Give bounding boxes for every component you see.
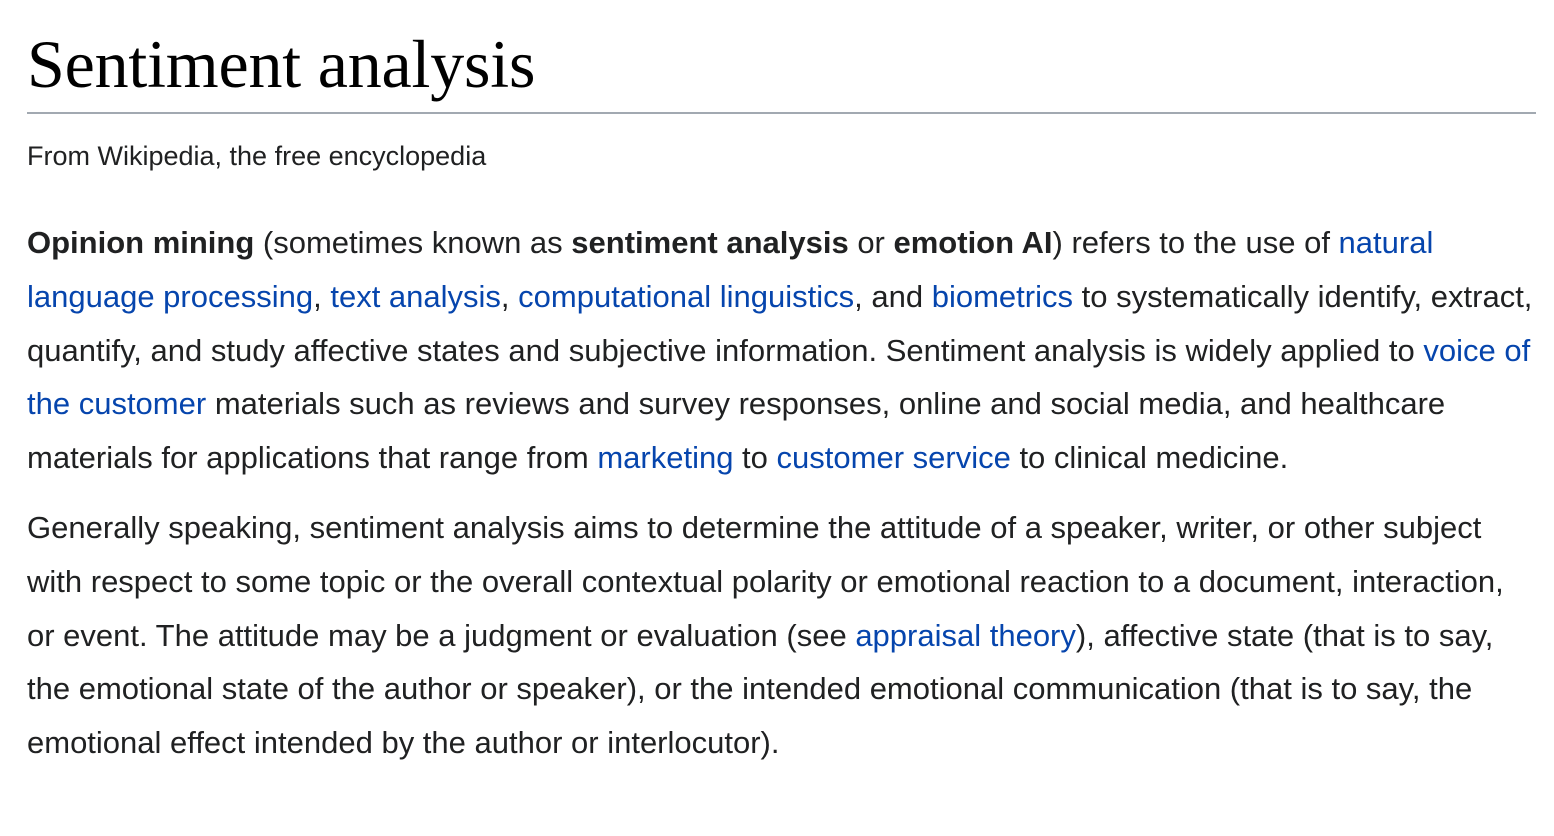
paragraph-text: to systematically identify, extract, qua… (27, 278, 1533, 368)
article-content: Sentiment analysis From Wikipedia, the f… (27, 0, 1536, 770)
paragraph-text: materials such as reviews and survey res… (27, 386, 1446, 476)
second-paragraph: Generally speaking, sentiment analysis a… (27, 501, 1536, 770)
bold-term-opinion-mining: Opinion mining (27, 225, 255, 260)
paragraph-text: to clinical medicine. (1010, 440, 1289, 476)
intro-paragraph: Opinion mining (sometimes known as senti… (27, 216, 1536, 485)
page-title: Sentiment analysis (27, 0, 1536, 114)
paragraph-text: , (313, 278, 331, 314)
link-appraisal-theory[interactable]: appraisal theory (855, 617, 1076, 653)
link-biometrics[interactable]: biometrics (931, 278, 1073, 314)
link-marketing[interactable]: marketing (597, 440, 734, 476)
site-subtitle: From Wikipedia, the free encyclopedia (27, 141, 487, 171)
link-computational-linguistics[interactable]: computational linguistics (518, 278, 855, 314)
paragraph-text: (sometimes known as (254, 225, 572, 260)
link-voice-of-the-customer[interactable]: voice of the customer (27, 332, 1531, 422)
paragraph-text: Generally speaking, sentiment analysis a… (27, 509, 1504, 653)
link-text-analysis[interactable]: text analysis (330, 278, 501, 314)
link-customer-service[interactable]: customer service (776, 440, 1011, 476)
paragraph-text: to (733, 440, 777, 476)
link-natural-language-processing[interactable]: natural language processing (27, 225, 1434, 314)
paragraph-text: , (500, 278, 519, 314)
bold-term-sentiment-analysis: sentiment analysis (571, 225, 849, 260)
paragraph-text: ) refers to the use of (1052, 225, 1339, 260)
paragraph-text: , and (854, 278, 932, 314)
paragraph-text: ), affective state (that is to say, the … (27, 617, 1494, 761)
bold-term-emotion-ai: emotion AI (893, 225, 1053, 260)
paragraph-text: or (848, 225, 894, 260)
